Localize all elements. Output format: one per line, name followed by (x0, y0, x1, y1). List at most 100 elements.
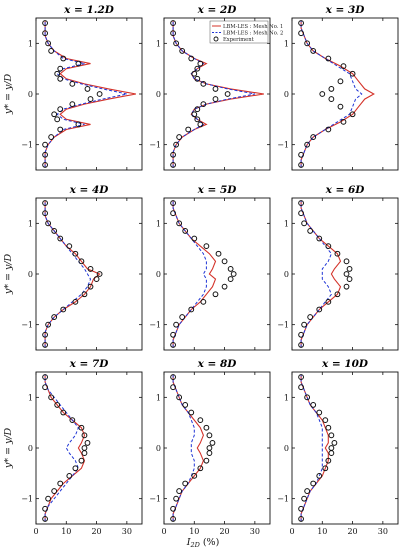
experiment-point (48, 394, 55, 401)
experiment-point (304, 488, 311, 494)
experiment-point (170, 331, 176, 338)
experiment-point (185, 126, 192, 133)
panel-title: x = 6D (325, 184, 366, 196)
experiment-point (197, 465, 204, 472)
experiment-point (42, 342, 48, 348)
experiment-point (340, 63, 347, 70)
panel-title: x = 1.2D (63, 4, 115, 16)
experiment-point (337, 103, 344, 110)
experiment-point (170, 162, 176, 168)
y-tick-label: −1 (149, 141, 161, 150)
experiment-point (319, 91, 326, 97)
experiment-point (209, 440, 216, 446)
experiment-point (170, 342, 176, 348)
x-tick-label: 30 (378, 527, 388, 536)
experiment-point (316, 472, 323, 479)
mesh1-line (44, 374, 86, 522)
experiment-point (307, 314, 314, 320)
panel-frame (35, 17, 143, 171)
experiment-point (316, 235, 323, 242)
mesh2-line (44, 20, 128, 168)
y-tick-label: 1 (28, 393, 33, 402)
experiment-point (206, 445, 213, 451)
panel-frame (163, 17, 271, 171)
experiment-point (301, 495, 308, 502)
experiment-point (203, 424, 210, 431)
experiment-point (170, 384, 176, 391)
experiment-point (51, 228, 58, 234)
experiment-point (48, 48, 55, 54)
x-tick-label: 20 (91, 527, 101, 536)
x-tick-label: 20 (347, 527, 357, 536)
experiment-point (325, 298, 332, 305)
experiment-point (87, 266, 94, 272)
experiment-point (322, 417, 329, 424)
experiment-point (170, 30, 176, 37)
experiment-point (42, 200, 48, 206)
experiment-point (42, 505, 48, 512)
experiment-point (188, 306, 195, 313)
y-tick-label: −1 (149, 321, 161, 330)
legend-label: LBM-LES : Mesh No. 2 (223, 30, 283, 36)
y-tick-label: 0 (28, 270, 33, 279)
experiment-point (200, 101, 207, 108)
experiment-point (96, 91, 103, 97)
y-tick-label: −1 (21, 321, 33, 330)
experiment-point (298, 162, 304, 168)
legend-label: LBM-LES : Mesh No. 1 (223, 24, 283, 30)
experiment-point (343, 258, 350, 265)
mesh2-line (300, 200, 332, 348)
experiment-point (182, 228, 189, 234)
experiment-point (325, 126, 332, 133)
experiment-point (75, 60, 82, 67)
experiment-point (182, 402, 189, 408)
experiment-point (206, 432, 213, 439)
experiment-point (54, 402, 61, 408)
experiment-point (298, 374, 304, 380)
experiment-point (349, 111, 356, 118)
x-tick-label: 30 (122, 527, 132, 536)
experiment-point (325, 243, 332, 250)
y-tick-label: 1 (28, 219, 33, 228)
experiment-point (307, 228, 314, 234)
experiment-point (45, 495, 52, 502)
experiment-point (176, 394, 183, 401)
experiment-point (170, 151, 176, 158)
x-tick-label: 30 (250, 527, 260, 536)
experiment-point (328, 445, 335, 451)
experiment-point (343, 283, 350, 290)
experiment-point (191, 111, 198, 118)
experiment-point (310, 402, 317, 408)
legend-label: Experiment (223, 37, 255, 43)
experiment-point (215, 250, 222, 257)
y-tick-label: −1 (277, 141, 289, 150)
x-tick-label: 10 (61, 527, 71, 536)
experiment-point (304, 141, 311, 148)
y-tick-label: 0 (28, 444, 33, 453)
experiment-point (304, 40, 311, 47)
experiment-point (57, 106, 64, 113)
experiment-point (75, 121, 82, 128)
y-tick-label: 1 (284, 219, 289, 228)
experiment-point (42, 516, 48, 522)
experiment-point (200, 298, 207, 305)
experiment-point (197, 121, 204, 128)
mesh2-line (44, 374, 79, 522)
experiment-point (328, 432, 335, 439)
experiment-point (298, 151, 304, 158)
experiment-point (54, 70, 61, 77)
experiment-point (96, 271, 103, 277)
experiment-point (170, 516, 176, 522)
y-tick-label: 0 (156, 90, 161, 99)
experiment-point (72, 250, 79, 257)
panel: x = 3D −1 0 1 (277, 4, 399, 171)
experiment-point (230, 271, 237, 277)
y-tick-label: 0 (156, 270, 161, 279)
y-tick-label: 0 (156, 444, 161, 453)
panel-title: x = 7D (69, 358, 110, 370)
experiment-point (51, 488, 58, 494)
y-tick-label: 1 (28, 39, 33, 48)
experiment-point (203, 243, 210, 250)
